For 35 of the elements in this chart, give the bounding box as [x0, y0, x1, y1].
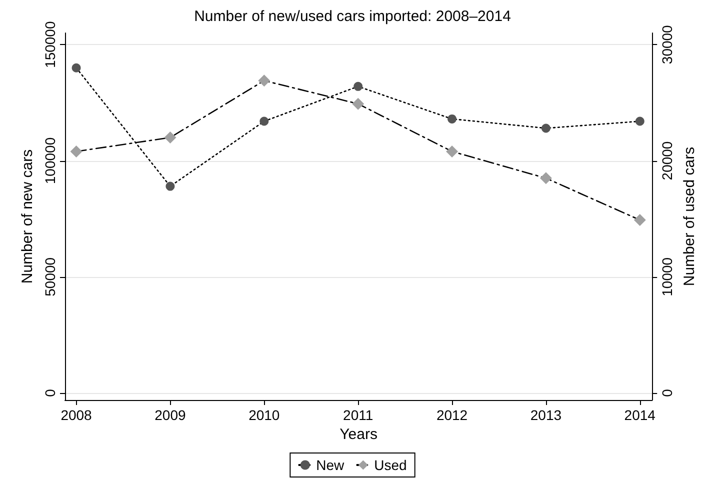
point [72, 63, 81, 72]
x-tick-label: 2008 [60, 407, 92, 423]
x-tick-label: 2012 [436, 407, 468, 423]
y2-tick-label: 0 [659, 388, 676, 397]
y2-tick-label: 10000 [659, 257, 676, 296]
y2-tick-label: 20000 [659, 141, 676, 180]
point [448, 114, 457, 124]
y-tick-label: 0 [42, 388, 58, 397]
x-tick-label: 2013 [530, 407, 562, 423]
point [540, 172, 552, 184]
point [352, 98, 364, 110]
x-tick-label: 2014 [624, 407, 656, 423]
legend-label: Used [374, 457, 407, 473]
point [635, 116, 644, 126]
point [541, 124, 550, 133]
chart-title: Number of new/used cars imported: 2008–2014 [194, 8, 511, 25]
point [70, 145, 82, 158]
x-tick-label: 2010 [248, 407, 280, 423]
legend-label: New [316, 457, 346, 473]
x-tick-label: 2009 [154, 407, 186, 423]
y-tick-label: 150000 [42, 21, 58, 68]
x-axis-title: Years [340, 426, 378, 443]
point [634, 214, 646, 226]
x-tick-label: 2011 [343, 407, 374, 423]
point [166, 182, 175, 191]
y-tick-label: 100000 [42, 137, 58, 184]
y2-tick-label: 30000 [659, 24, 676, 64]
point [446, 145, 458, 158]
y2-axis-title: Number of used cars [681, 146, 698, 286]
y-tick-label: 50000 [42, 257, 58, 296]
point [354, 82, 363, 91]
point [164, 132, 176, 144]
point [260, 116, 269, 126]
y-axis-title: Number of new cars [19, 149, 36, 284]
point [258, 74, 270, 87]
